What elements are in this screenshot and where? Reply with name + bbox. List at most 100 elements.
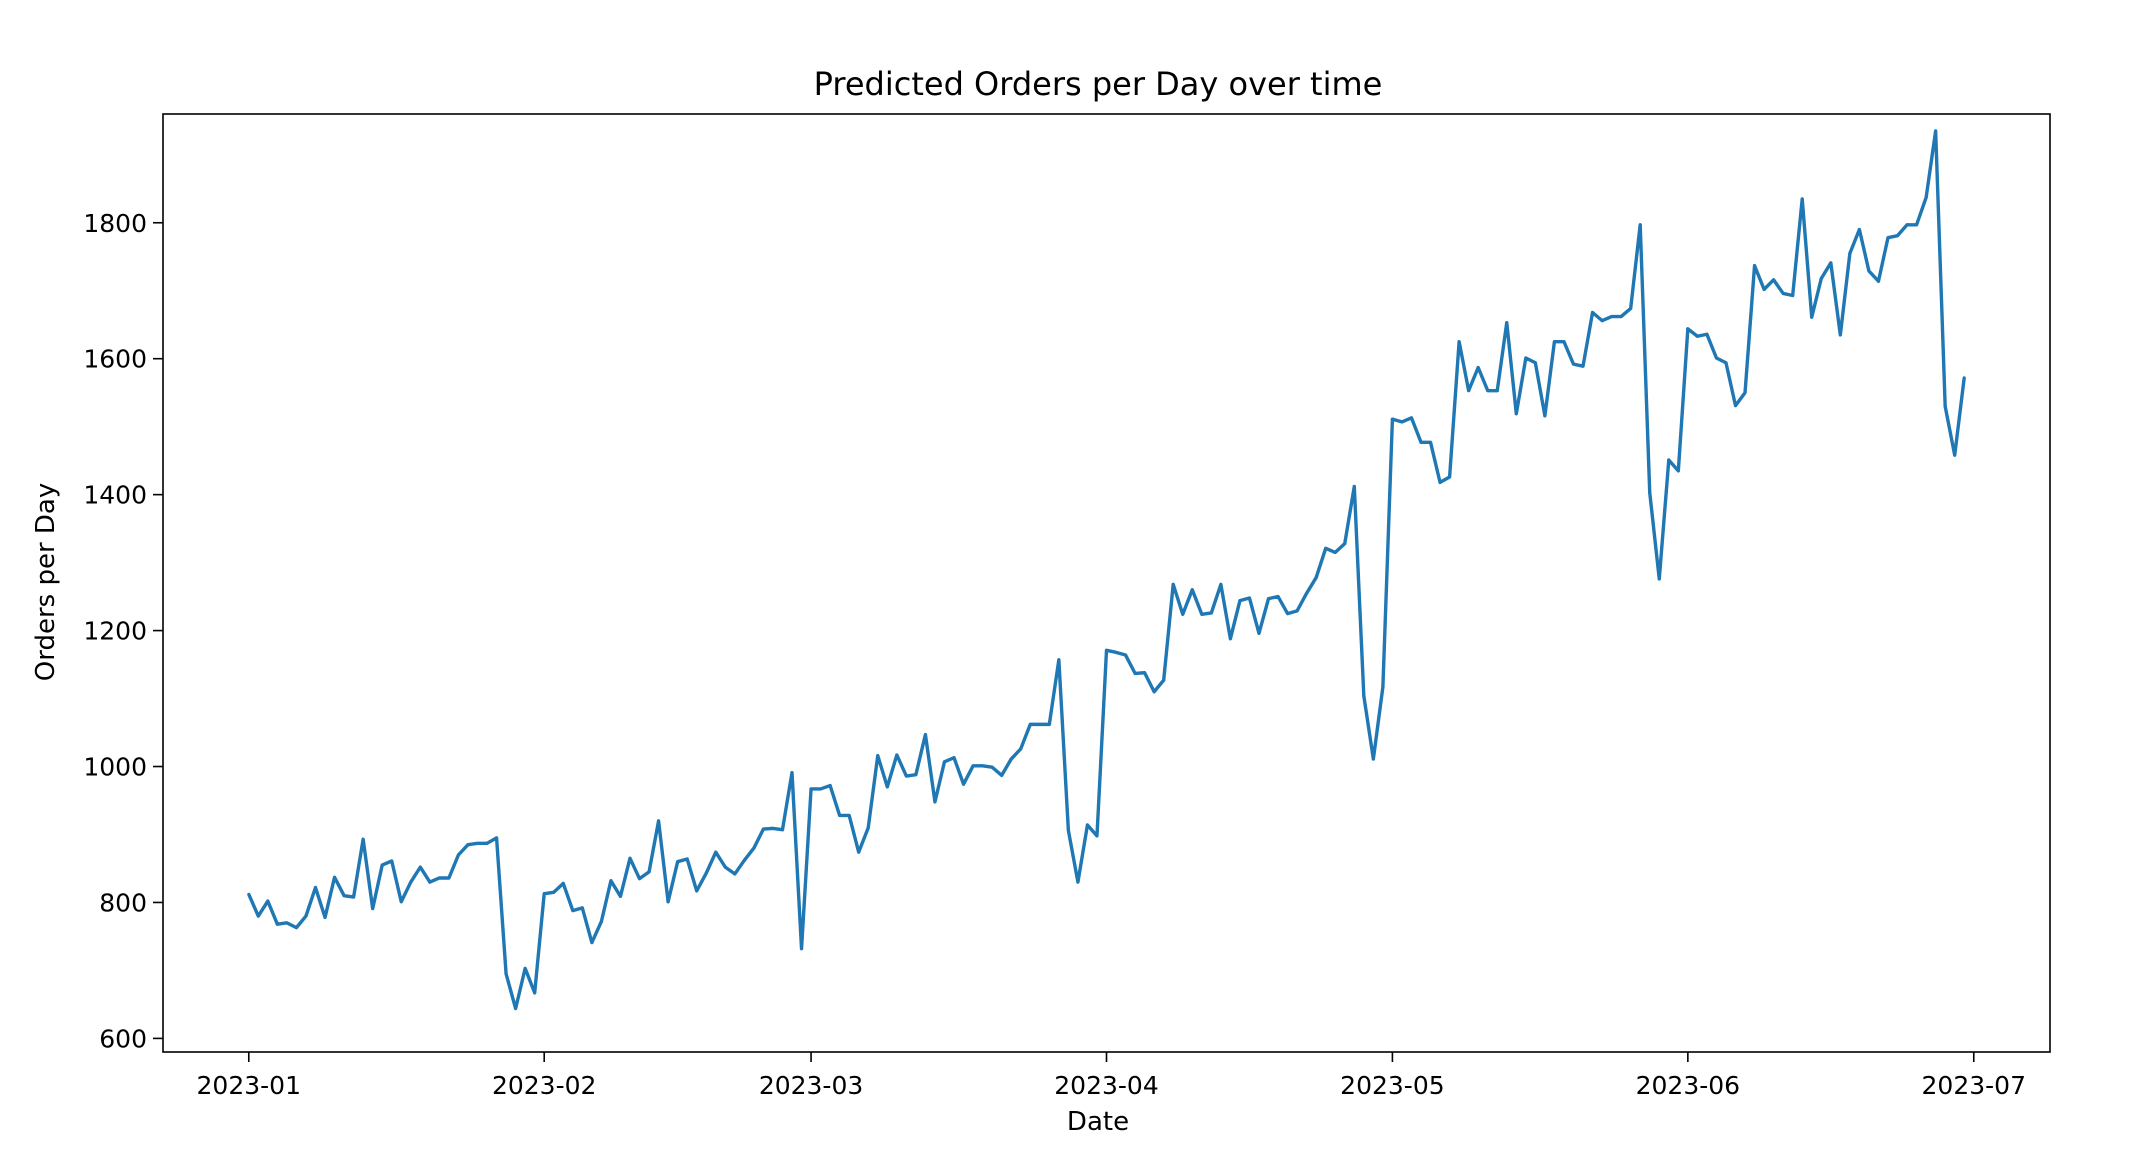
- data-point: [1000, 773, 1004, 777]
- x-tick-label: 2023-02: [492, 1071, 596, 1100]
- data-point: [1429, 440, 1433, 444]
- x-tick-label: 2023-01: [197, 1071, 301, 1100]
- data-point: [1915, 223, 1919, 227]
- data-point: [1638, 223, 1642, 227]
- data-point: [1495, 389, 1499, 393]
- data-point: [590, 941, 594, 945]
- data-point: [1228, 637, 1232, 641]
- data-point: [1247, 596, 1251, 600]
- data-point: [990, 765, 994, 769]
- data-point: [1095, 834, 1099, 838]
- data-point: [752, 846, 756, 850]
- data-point: [599, 920, 603, 923]
- data-point: [342, 894, 346, 898]
- data-point: [1886, 236, 1890, 240]
- data-point: [1028, 722, 1032, 726]
- data-point: [1600, 319, 1604, 323]
- data-point: [1648, 491, 1652, 495]
- data-point: [495, 836, 499, 840]
- data-point: [1238, 599, 1242, 603]
- data-point: [914, 773, 918, 777]
- data-point: [1438, 480, 1442, 484]
- data-point: [352, 895, 356, 899]
- data-point: [828, 784, 832, 788]
- data-point: [1295, 609, 1299, 613]
- data-point: [628, 856, 632, 860]
- data-point: [1409, 416, 1413, 420]
- data-point: [1857, 228, 1861, 232]
- x-tick-label: 2023-03: [759, 1071, 863, 1100]
- data-point: [1896, 234, 1900, 238]
- data-point: [1476, 366, 1480, 370]
- data-point: [704, 871, 708, 875]
- data-point: [647, 870, 651, 874]
- data-point: [466, 843, 470, 847]
- data-point: [571, 909, 575, 913]
- data-point: [1753, 264, 1757, 268]
- y-tick-label: 600: [99, 1024, 147, 1053]
- data-point: [1181, 612, 1185, 616]
- y-tick-label: 1000: [83, 753, 147, 782]
- data-point: [657, 819, 661, 823]
- x-tick-label: 2023-07: [1922, 1071, 2026, 1100]
- data-point: [1152, 690, 1156, 694]
- data-point: [1190, 588, 1194, 592]
- data-point: [885, 785, 889, 789]
- data-point: [447, 876, 451, 880]
- data-point: [418, 865, 422, 869]
- data-point: [1819, 276, 1823, 280]
- data-point: [313, 886, 317, 890]
- y-tick-label: 1200: [83, 617, 147, 646]
- data-point: [1514, 412, 1518, 416]
- data-point: [1953, 453, 1957, 457]
- data-point: [742, 858, 746, 862]
- data-point: [1105, 648, 1108, 652]
- data-point: [1047, 722, 1051, 726]
- data-point: [771, 826, 775, 830]
- data-point: [1505, 321, 1509, 325]
- data-point: [1524, 356, 1528, 360]
- data-point: [561, 881, 565, 885]
- data-point: [1467, 389, 1471, 393]
- data-point: [1734, 404, 1737, 408]
- data-point: [485, 841, 489, 845]
- data-point: [1686, 327, 1690, 331]
- data-point: [1533, 361, 1537, 365]
- data-point: [1066, 828, 1070, 832]
- data-point: [1562, 340, 1566, 344]
- y-axis-label: Orders per Day: [31, 483, 61, 682]
- data-point: [981, 764, 985, 768]
- data-point: [819, 787, 823, 791]
- data-point: [1810, 315, 1814, 319]
- data-point: [247, 892, 251, 896]
- data-point: [1352, 484, 1356, 488]
- data-point: [962, 782, 966, 786]
- data-point: [1781, 291, 1785, 295]
- data-point: [895, 753, 899, 757]
- data-point: [552, 890, 556, 894]
- data-point: [1772, 278, 1776, 282]
- data-point: [666, 900, 670, 904]
- data-point: [1743, 391, 1747, 395]
- data-point: [733, 872, 737, 876]
- data-point: [1571, 362, 1575, 366]
- data-point: [514, 1007, 518, 1010]
- data-point: [1143, 671, 1147, 675]
- data-point: [857, 850, 861, 854]
- chart-title: Predicted Orders per Day over time: [814, 65, 1383, 103]
- y-tick-label: 1600: [83, 345, 147, 374]
- data-point: [1314, 576, 1318, 580]
- x-axis: 2023-01 2023-02 2023-03 2023-04 2023-05 2023-…: [197, 1052, 2026, 1100]
- data-point: [971, 764, 975, 768]
- data-point: [380, 863, 384, 867]
- data-point: [1200, 612, 1204, 616]
- data-point: [1057, 658, 1061, 662]
- data-point: [1924, 196, 1928, 200]
- data-points: [247, 129, 1966, 1010]
- data-point: [790, 771, 794, 775]
- data-point: [618, 894, 622, 898]
- data-point: [1905, 223, 1909, 227]
- data-point: [1276, 595, 1280, 599]
- data-point: [1133, 671, 1137, 675]
- data-point: [1019, 747, 1023, 751]
